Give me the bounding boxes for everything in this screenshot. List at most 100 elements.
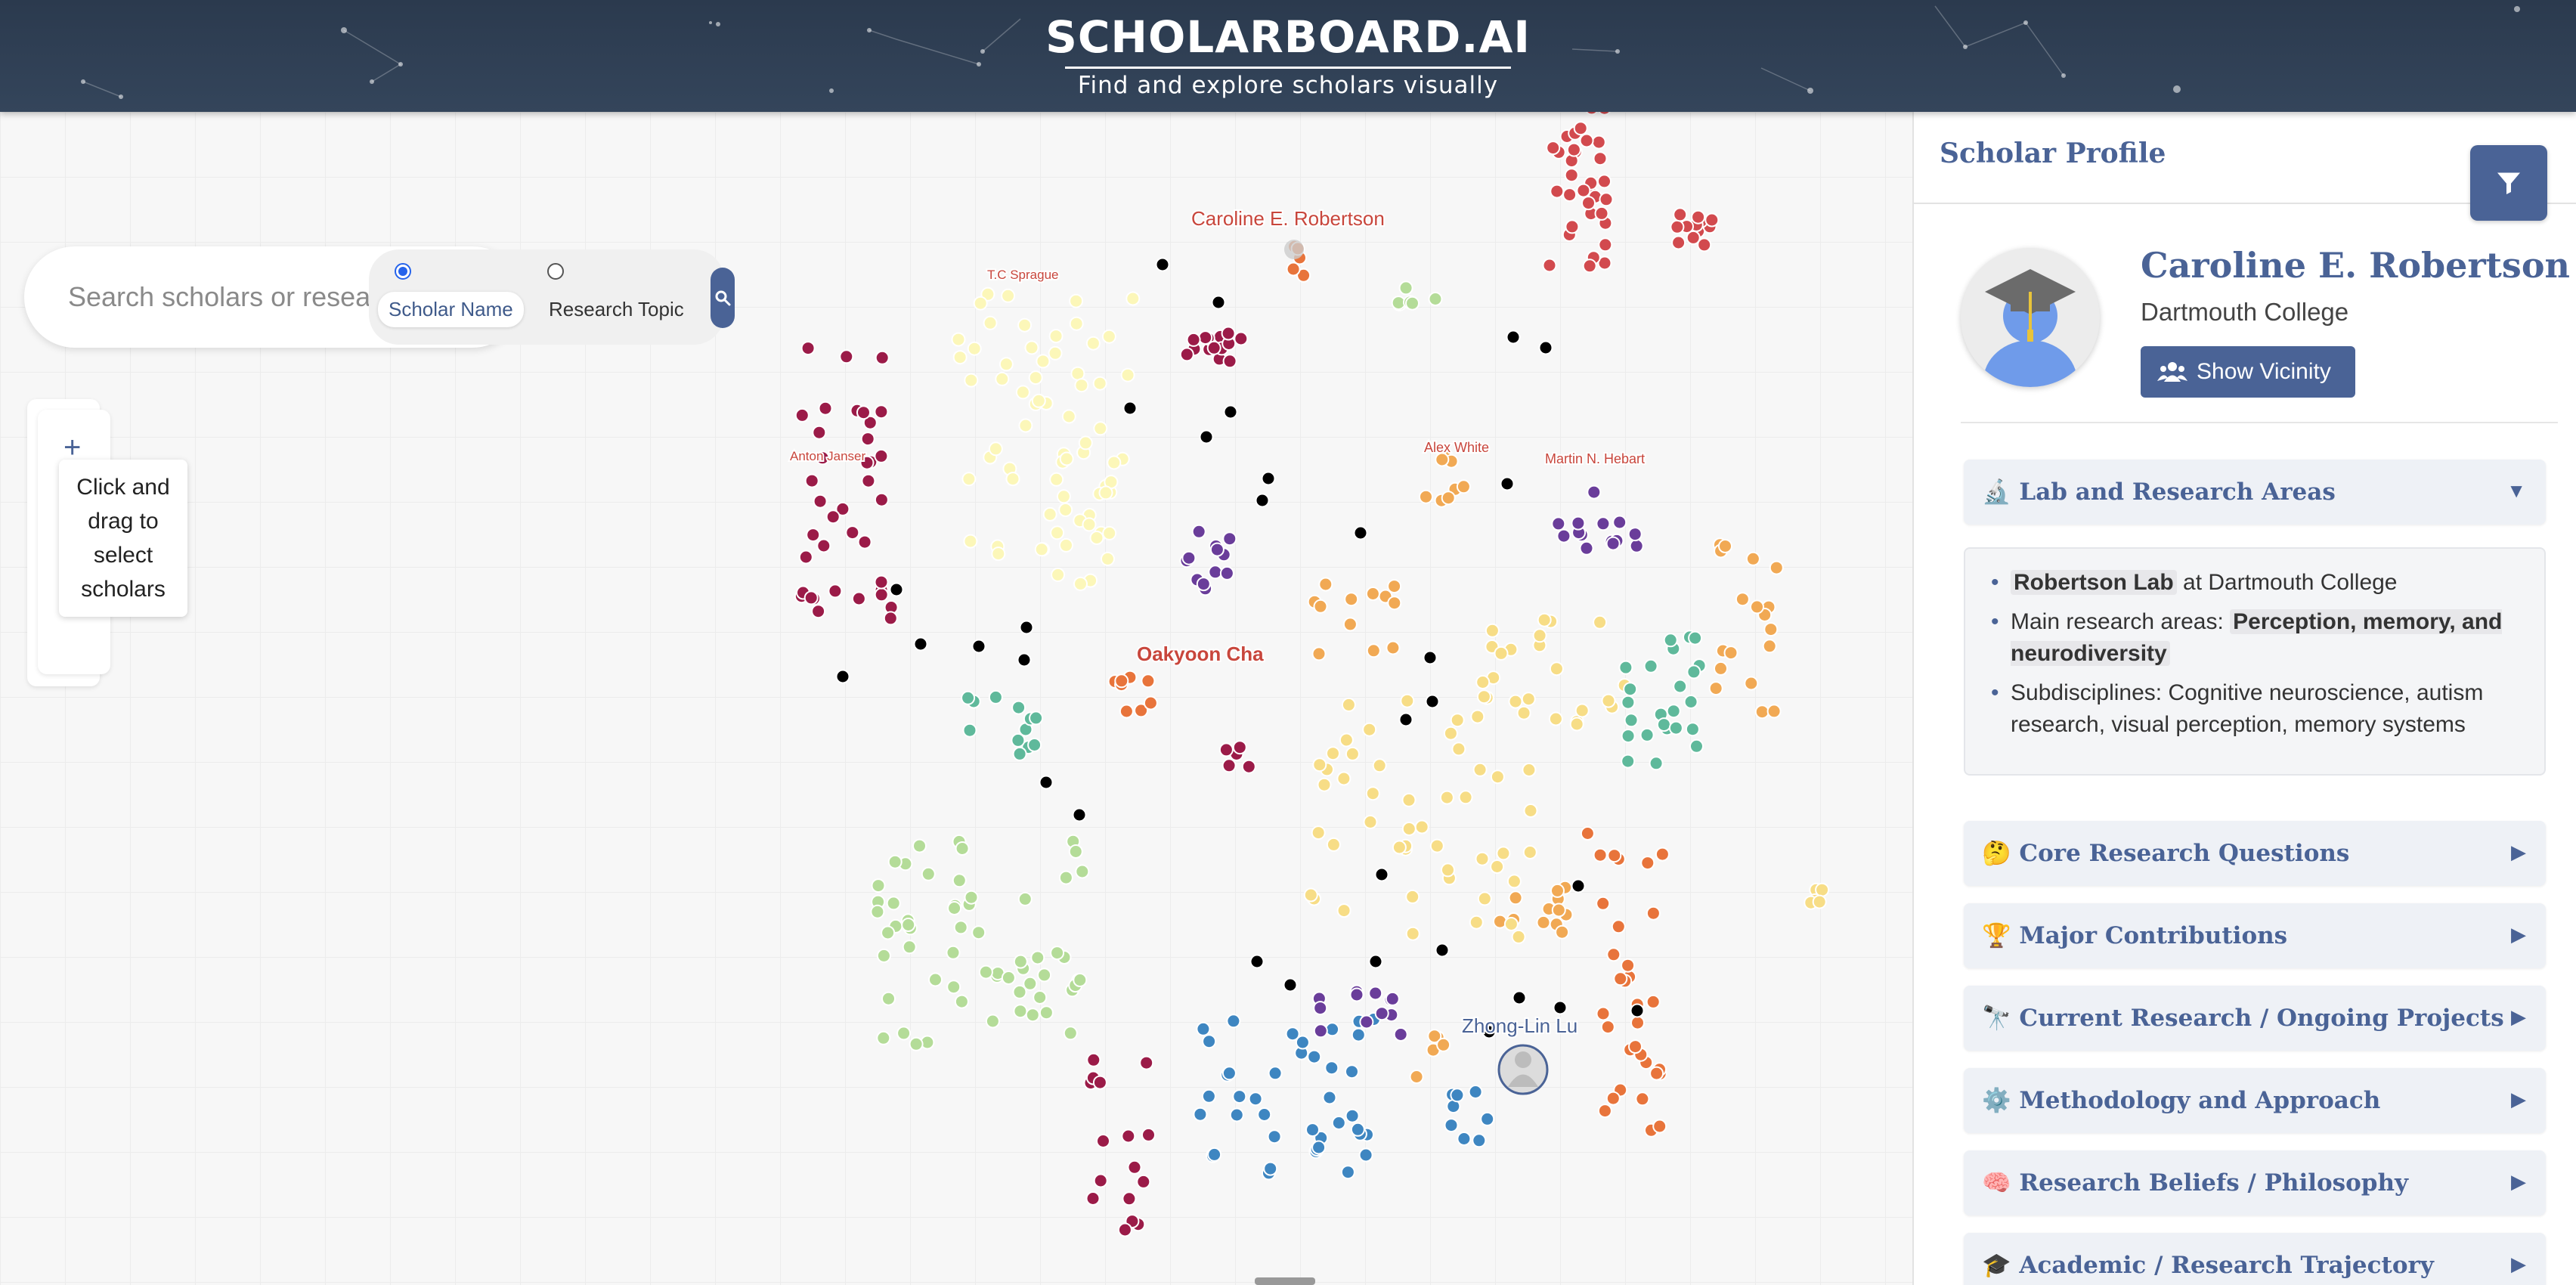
scholar-dot[interactable] <box>1485 623 1500 638</box>
scholar-dot[interactable] <box>1579 540 1594 556</box>
scholar-dot[interactable] <box>952 873 967 888</box>
scholar-dot[interactable] <box>1134 703 1149 718</box>
scholar-dot[interactable] <box>1565 219 1580 234</box>
scholar-dot[interactable] <box>946 980 961 995</box>
scholar-dot[interactable] <box>1597 1104 1612 1119</box>
scholar-dot[interactable] <box>1469 915 1484 930</box>
scholar-dot[interactable] <box>1339 732 1354 748</box>
scholar-dot[interactable] <box>1234 331 1249 346</box>
scholar-dot[interactable] <box>1001 971 1016 985</box>
scholar-dot[interactable] <box>1593 615 1608 630</box>
scholar-dot[interactable] <box>1092 1075 1107 1090</box>
scholar-dot[interactable] <box>1078 435 1093 451</box>
scholar-dot[interactable] <box>1241 759 1256 774</box>
scholar-dot[interactable] <box>1456 479 1471 494</box>
scholar-dot[interactable] <box>1673 207 1688 222</box>
scholar-dot[interactable] <box>1686 664 1701 680</box>
scholar-dot[interactable] <box>1155 257 1170 272</box>
scholar-dot[interactable] <box>1295 1035 1310 1050</box>
scholar-label[interactable]: Zhong-Lin Lu <box>1460 1013 1579 1039</box>
scholar-dot[interactable] <box>1555 924 1570 940</box>
scholar-dot[interactable] <box>1398 712 1413 727</box>
scholar-dot[interactable] <box>875 350 890 365</box>
scholar-dot[interactable] <box>1387 596 1402 611</box>
scholar-dot[interactable] <box>947 901 962 915</box>
scholar-dot[interactable] <box>1143 695 1158 711</box>
scholar-dot[interactable] <box>1102 525 1117 540</box>
scholar-dot[interactable] <box>1061 409 1076 424</box>
scholar-dot[interactable] <box>1028 370 1043 386</box>
scholar-dot[interactable] <box>1576 183 1591 198</box>
scholar-dot[interactable] <box>1468 1085 1483 1099</box>
scholar-dot[interactable] <box>1640 856 1655 871</box>
scholar-dot[interactable] <box>1186 332 1201 347</box>
scholar-dot[interactable] <box>1538 340 1553 355</box>
scholar-dot[interactable] <box>1500 476 1515 491</box>
scholar-dot[interactable] <box>874 492 889 507</box>
scholar-dot[interactable] <box>851 591 866 606</box>
scholar-dot[interactable] <box>1441 862 1455 878</box>
scholar-dot[interactable] <box>1670 219 1685 234</box>
scholar-dot[interactable] <box>1623 682 1638 697</box>
scholar-dot[interactable] <box>1017 317 1033 333</box>
scholar-dot[interactable] <box>1450 1088 1465 1103</box>
scholar-dot[interactable] <box>1326 837 1341 852</box>
scholar-dot[interactable] <box>1036 354 1051 369</box>
scholar-dot[interactable] <box>1101 329 1116 344</box>
scholar-dot[interactable] <box>1385 991 1400 1006</box>
scholar-dot[interactable] <box>1072 807 1087 822</box>
scholar-dot[interactable] <box>1546 141 1561 156</box>
scholar-dot[interactable] <box>1219 565 1234 581</box>
scholar-dot[interactable] <box>845 525 860 540</box>
scholar-dot[interactable] <box>952 350 968 365</box>
scholar-dot[interactable] <box>1358 1147 1373 1163</box>
scholar-dot[interactable] <box>856 405 871 420</box>
scholar-dot[interactable] <box>1255 493 1270 508</box>
scholar-dot[interactable] <box>1551 516 1566 531</box>
scholar-dot[interactable] <box>1689 738 1704 754</box>
scholar-dot[interactable] <box>1085 1191 1101 1206</box>
scholar-dot[interactable] <box>815 451 830 466</box>
scholar-dot[interactable] <box>860 432 875 447</box>
scholar-dot[interactable] <box>1349 987 1364 1002</box>
scholar-dot[interactable] <box>1069 293 1084 308</box>
scholar-dot[interactable] <box>1649 756 1664 771</box>
scholar-dot[interactable] <box>1606 947 1621 962</box>
scholar-dot[interactable] <box>1336 903 1351 918</box>
scholar-dot[interactable] <box>1048 345 1063 361</box>
scholar-dot[interactable] <box>883 611 898 626</box>
scholar-dot[interactable] <box>874 404 889 420</box>
scholar-dot[interactable] <box>835 669 850 684</box>
scholar-dot[interactable] <box>1029 711 1044 726</box>
scholar-dot[interactable] <box>812 425 827 440</box>
scholar-dot[interactable] <box>1050 525 1065 540</box>
scholar-dot[interactable] <box>800 341 816 356</box>
scholar-dot[interactable] <box>1073 576 1088 591</box>
scholar-dot[interactable] <box>1366 643 1381 658</box>
scholar-dot[interactable] <box>1639 727 1655 742</box>
scholar-dot[interactable] <box>1482 1024 1497 1039</box>
scholar-dot[interactable] <box>1553 1000 1568 1015</box>
scholar-dot[interactable] <box>1536 915 1551 930</box>
scholar-dot[interactable] <box>1345 746 1360 761</box>
scholar-dot[interactable] <box>1423 650 1438 665</box>
scholar-dot[interactable] <box>1718 539 1732 553</box>
scholar-dot[interactable] <box>961 690 976 705</box>
scholar-dot[interactable] <box>1652 1119 1667 1134</box>
scholar-dot[interactable] <box>978 965 993 980</box>
scholar-dot[interactable] <box>928 972 943 987</box>
scholar-dot[interactable] <box>1359 1014 1374 1030</box>
scholar-dot[interactable] <box>1324 1061 1339 1076</box>
scholar-dot[interactable] <box>1193 1107 1208 1122</box>
scholar-dot[interactable] <box>813 494 828 509</box>
scholar-dot[interactable] <box>1611 919 1626 934</box>
scholar-dot[interactable] <box>1283 977 1298 992</box>
scholar-dot[interactable] <box>816 538 831 553</box>
scholar-dot[interactable] <box>1374 1006 1389 1021</box>
scholar-dot[interactable] <box>1745 551 1760 566</box>
scholar-dot[interactable] <box>954 994 969 1009</box>
scholar-dot[interactable] <box>1117 1222 1132 1237</box>
canvas-scroll-handle[interactable] <box>1255 1277 1315 1285</box>
scholar-dot[interactable] <box>1059 451 1074 466</box>
section-current-research[interactable]: 🔭 Current Research / Ongoing Projects ▶ <box>1964 986 2546 1051</box>
